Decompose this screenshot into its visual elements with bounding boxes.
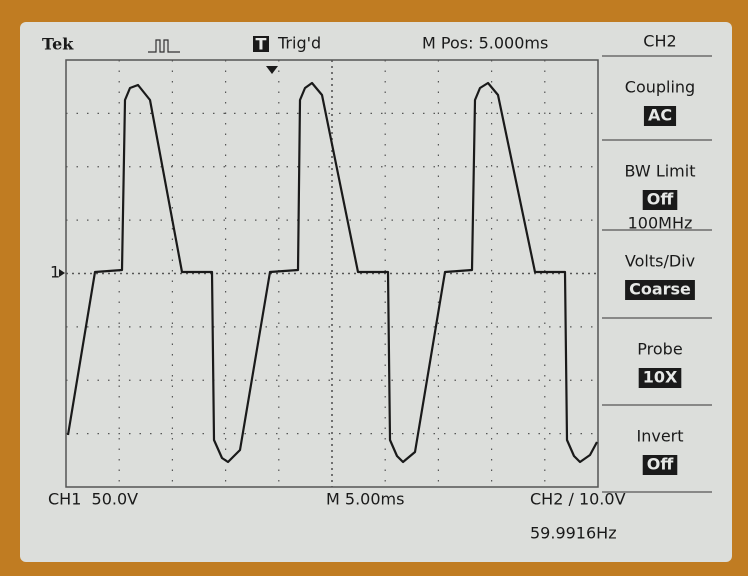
- menu-value: Coarse: [629, 280, 691, 299]
- trigger-status: Trig'd: [277, 34, 321, 53]
- trigger-icon: T: [256, 35, 267, 54]
- menu-value: Off: [647, 190, 675, 209]
- menu-value: Off: [647, 455, 675, 474]
- channel-marker: 1: [50, 263, 60, 282]
- ch1-scale: CH1 50.0V: [48, 490, 138, 509]
- menu-value: AC: [648, 106, 672, 125]
- menu-label: Probe: [637, 340, 682, 359]
- frequency: 59.9916Hz: [530, 524, 617, 543]
- menu-label: BW Limit: [625, 162, 696, 181]
- menu-value: 10X: [643, 368, 678, 387]
- brand: Tek: [42, 35, 74, 54]
- timebase: M 5.00ms: [326, 490, 404, 509]
- menu-label: Coupling: [625, 78, 695, 97]
- channel-title: CH2: [643, 32, 676, 51]
- oscilloscope: Tek T Trig'd M Pos: 5.000ms CH2 1 Coupli…: [0, 0, 748, 576]
- menu-note: 100MHz: [628, 214, 693, 233]
- menu-label: Invert: [636, 427, 683, 446]
- menu-label: Volts/Div: [625, 252, 695, 271]
- position: M Pos: 5.000ms: [422, 34, 548, 53]
- ch2-scale: CH2 ∕ 10.0V: [530, 490, 626, 509]
- page: Tek T Trig'd M Pos: 5.000ms CH2 1 Coupli…: [0, 0, 748, 576]
